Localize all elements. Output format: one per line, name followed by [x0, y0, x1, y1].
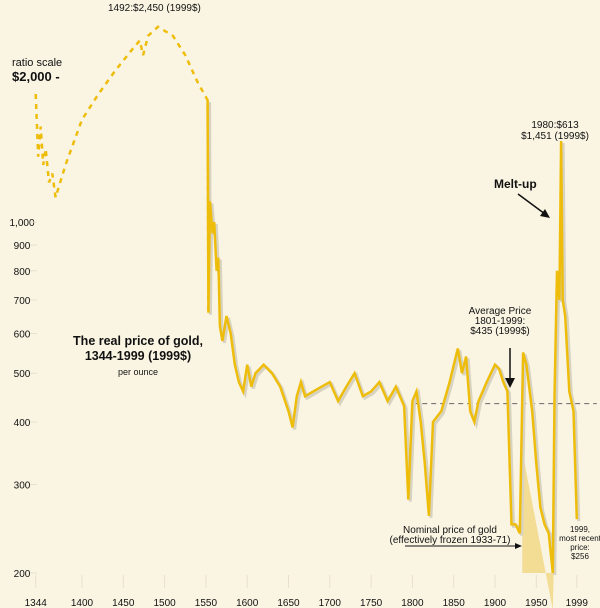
chart-subtitle: per ounce: [117, 367, 159, 377]
annotation-1980-real: $1,451 (1999$): [521, 131, 589, 142]
x-tick-label: 1650: [277, 598, 300, 608]
annotation-last-3: price:: [570, 543, 590, 552]
annotation-nominal-1: Nominal price of gold: [403, 525, 497, 536]
annotation-nominal-2: (effectively frozen 1933-71): [389, 535, 511, 546]
y-tick-label: 900: [14, 241, 31, 252]
x-tick-label: 1700: [319, 598, 342, 608]
chart-title: The real price of gold, 1344-1999 (1999$…: [73, 334, 203, 363]
x-tick-label: 1750: [360, 598, 383, 608]
real-price-line: [206, 100, 579, 574]
x-tick-label: 1600: [236, 598, 259, 608]
average-arrowhead: [505, 378, 515, 388]
scale-note: ratio scale: [12, 57, 63, 69]
annotation-1980-nominal: 1980:$613: [531, 120, 579, 131]
x-tick-label: 1900: [484, 598, 507, 608]
x-tick-label: 1344: [25, 598, 48, 608]
nominal-arrowhead: [515, 543, 522, 549]
annotation-last-4: $256: [571, 552, 589, 561]
y-tick-label: 600: [14, 329, 31, 340]
annotation-last-2: most recent: [559, 534, 600, 543]
x-tick-label: 1800: [401, 598, 424, 608]
y-tick-label: 700: [14, 296, 31, 307]
y-tick-label: 400: [14, 418, 31, 429]
price-line-shadow: [208, 102, 581, 576]
annotation-average-1: Average Price: [468, 306, 532, 317]
melt-up-arrow: [517, 193, 546, 215]
y-tick-label: 200: [14, 569, 31, 580]
estimated-price-line: [34, 25, 210, 313]
y-tick-label: 300: [14, 481, 31, 492]
annotation-last-1: 1999,: [569, 525, 591, 534]
x-tick-label: 1950: [525, 598, 548, 608]
y-tick-label: 800: [14, 267, 31, 278]
annotation-1492-peak: 1492:$2,450 (1999$): [108, 3, 201, 14]
melt-up-arrowhead: [540, 209, 550, 218]
annotation-average-3: $435 (1999$): [470, 326, 530, 337]
x-tick-label: 1500: [153, 598, 176, 608]
x-tick-label: 1850: [443, 598, 466, 608]
x-tick-label: 1450: [112, 598, 135, 608]
annotation-average-2: 1801-1999:: [474, 316, 526, 327]
x-tick-label: 1400: [71, 598, 94, 608]
y-tick-label-2000: $2,000 -: [12, 69, 60, 84]
x-tick-label: 1999: [566, 598, 589, 608]
y-tick-label: 1,000: [9, 218, 34, 229]
nominal-price-area: [522, 450, 554, 608]
y-tick-label: 500: [14, 369, 31, 380]
x-tick-label: 1550: [195, 598, 218, 608]
annotation-melt-up: Melt-up: [494, 177, 537, 191]
